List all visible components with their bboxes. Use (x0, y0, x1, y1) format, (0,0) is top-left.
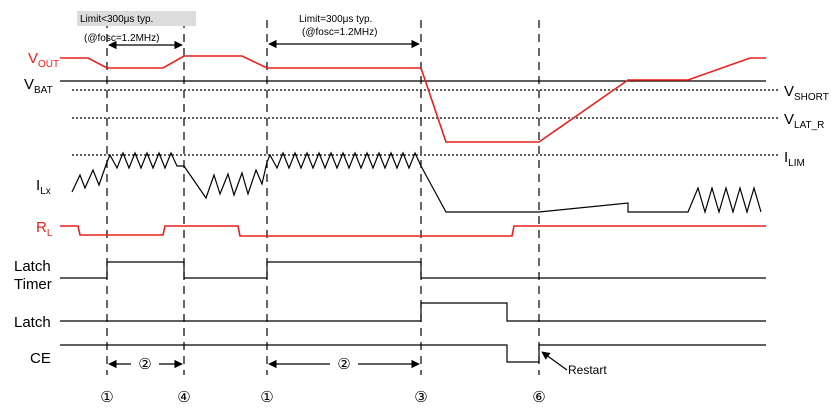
vout-waveform (60, 55, 766, 143)
limit-lt-label-bg (77, 11, 196, 26)
ilim-label: ILIM (784, 149, 805, 169)
period-b-label: ② (337, 355, 350, 373)
ilx-label: ILx (36, 177, 51, 197)
event-label-1a: ① (100, 388, 113, 406)
latch-timer-label-line1: Latch (14, 258, 51, 275)
latch-timer-waveform (60, 261, 766, 279)
latch-timer-label-line2: Timer (14, 276, 52, 293)
event-markers (106, 20, 540, 375)
ce-label: CE (30, 350, 51, 367)
event-label-6: ⑥ (532, 388, 545, 406)
vlat-r-label: VLAT_R (784, 111, 824, 131)
ilx-waveform (71, 151, 762, 215)
rl-label: RL (36, 219, 53, 239)
ce-waveform (60, 344, 766, 363)
vbat-label: VBAT (24, 76, 53, 96)
limit-lt-sublabel: (@fosc=1.2MHz) (84, 33, 159, 44)
restart-label: Restart (568, 363, 607, 377)
latch-waveform (60, 302, 766, 322)
vshort-label: VSHORT (784, 83, 829, 103)
event-label-3: ③ (414, 388, 427, 406)
period-a-label: ② (138, 355, 151, 373)
restart-arrow (541, 351, 568, 371)
event-label-4: ④ (177, 388, 190, 406)
limit-eq-label: Limit=300μs typ. (299, 14, 372, 25)
latch-label: Latch (14, 314, 51, 331)
rl-waveform (60, 225, 766, 237)
limit-lt-label: Limit<300μs typ. (80, 14, 153, 25)
event-label-1b: ① (260, 388, 273, 406)
limit-eq-sublabel: (@fosc=1.2MHz) (302, 27, 377, 38)
vout-label: VOUT (28, 50, 59, 70)
